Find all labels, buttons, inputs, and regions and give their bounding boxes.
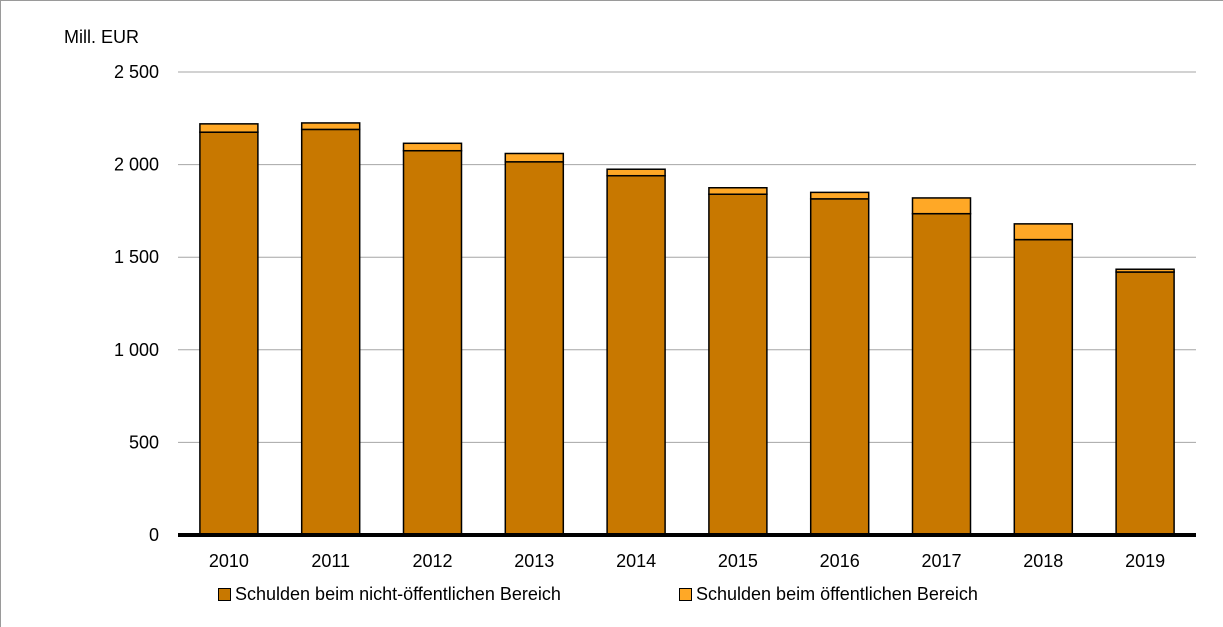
bar-segment-nicht-oeffentlich xyxy=(1013,238,1074,536)
legend-item-nicht-oeffentlich: Schulden beim nicht-öffentlichen Bereich xyxy=(218,584,561,605)
x-tick-label: 2019 xyxy=(1125,551,1165,571)
bars xyxy=(199,122,1175,536)
x-tick-label: 2012 xyxy=(412,551,452,571)
y-tick-label: 0 xyxy=(149,525,159,545)
y-tick-label: 500 xyxy=(129,432,159,452)
y-tick-label: 2 000 xyxy=(114,155,159,175)
legend: Schulden beim nicht-öffentlichen Bereich… xyxy=(0,584,1223,614)
bar-segment-oeffentlich xyxy=(1013,223,1074,241)
bar-segment-nicht-oeffentlich xyxy=(1115,271,1175,536)
x-tick-label: 2018 xyxy=(1023,551,1063,571)
y-tick-label: 1 000 xyxy=(114,340,159,360)
x-tick-label: 2016 xyxy=(820,551,860,571)
legend-label-nicht-oeffentlich: Schulden beim nicht-öffentlichen Bereich xyxy=(235,584,561,604)
bar-segment-oeffentlich xyxy=(300,122,361,131)
bar-segment-nicht-oeffentlich xyxy=(504,161,565,536)
x-axis-tick-labels: 2010 2011 2012 2013 2014 2015 2016 2017 2018 2019 xyxy=(209,551,1165,571)
x-tick-label: 2015 xyxy=(718,551,758,571)
bar-segment-nicht-oeffentlich xyxy=(708,193,768,536)
bar-segment-oeffentlich xyxy=(708,187,768,195)
bar-segment-nicht-oeffentlich xyxy=(911,212,972,536)
x-tick-label: 2017 xyxy=(921,551,961,571)
x-tick-label: 2010 xyxy=(209,551,249,571)
y-axis-unit-label: Mill. EUR xyxy=(64,27,139,47)
bar-segment-oeffentlich xyxy=(199,123,259,133)
bar-segment-nicht-oeffentlich xyxy=(402,149,463,536)
bar-segment-oeffentlich xyxy=(606,168,666,177)
y-axis-tick-labels: 0 500 1 000 1 500 2 000 2 500 xyxy=(114,62,159,545)
legend-item-oeffentlich: Schulden beim öffentlichen Bereich xyxy=(679,584,978,605)
x-tick-label: 2014 xyxy=(616,551,656,571)
y-tick-label: 1 500 xyxy=(114,247,159,267)
legend-label-oeffentlich: Schulden beim öffentlichen Bereich xyxy=(696,584,978,604)
bar-segment-nicht-oeffentlich xyxy=(199,131,259,536)
bar-segment-nicht-oeffentlich xyxy=(606,174,666,536)
bar-segment-oeffentlich xyxy=(809,191,870,200)
bar-segment-oeffentlich xyxy=(504,152,565,163)
bar-segment-oeffentlich xyxy=(911,197,972,215)
bar-segment-nicht-oeffentlich xyxy=(809,198,870,536)
legend-swatch-oeffentlich xyxy=(679,588,692,601)
legend-swatch-nicht-oeffentlich xyxy=(218,588,231,601)
bar-segment-nicht-oeffentlich xyxy=(300,128,361,536)
y-tick-label: 2 500 xyxy=(114,62,159,82)
bar-segment-oeffentlich xyxy=(402,142,463,152)
x-tick-label: 2011 xyxy=(311,551,350,571)
bar-segment-oeffentlich xyxy=(1115,268,1175,273)
x-tick-label: 2013 xyxy=(514,551,554,571)
